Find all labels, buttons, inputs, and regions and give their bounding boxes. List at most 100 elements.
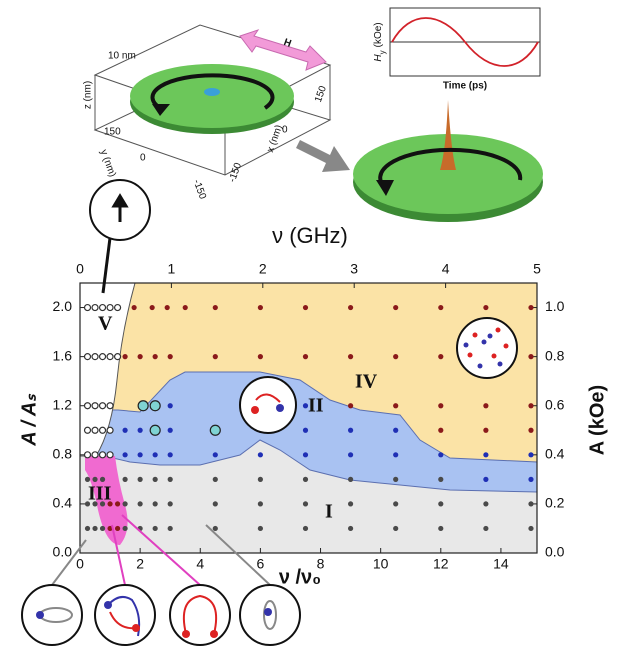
point <box>438 477 443 482</box>
point <box>85 526 90 531</box>
point <box>213 305 218 310</box>
point <box>393 305 398 310</box>
core <box>204 88 220 96</box>
point <box>348 354 353 359</box>
point <box>438 526 443 531</box>
point <box>100 452 106 458</box>
point <box>153 477 158 482</box>
inset-circle <box>95 585 155 645</box>
y-tick: -150 <box>191 178 208 201</box>
point <box>528 428 533 433</box>
point <box>150 425 160 435</box>
point <box>138 501 143 506</box>
point <box>213 501 218 506</box>
scale-label: 10 nm <box>108 51 136 62</box>
point <box>122 452 127 457</box>
process-arrow <box>296 140 350 172</box>
y-label: y (nm) <box>98 148 118 178</box>
x-tick-label: 2 <box>136 556 144 572</box>
point <box>393 501 398 506</box>
point <box>348 452 353 457</box>
point <box>138 477 143 482</box>
point <box>258 305 263 310</box>
x-tick-label: 0 <box>76 556 84 572</box>
x-tick-label: 10 <box>373 556 389 572</box>
point <box>438 501 443 506</box>
x2-tick-label: 4 <box>442 261 450 277</box>
y-axis-title: A / Aₛ <box>18 394 40 447</box>
point <box>100 403 106 409</box>
point <box>303 305 308 310</box>
x-tick: 150 <box>313 84 329 104</box>
point <box>303 526 308 531</box>
point <box>150 401 160 411</box>
point <box>85 354 91 360</box>
page: {"chart_data": {"type": "scatter", "xlab… <box>0 0 620 651</box>
point <box>92 427 98 433</box>
point <box>115 526 120 531</box>
point <box>85 427 91 433</box>
point <box>528 354 533 359</box>
y2-tick-label: 0.4 <box>545 446 565 462</box>
point <box>168 526 173 531</box>
point <box>438 305 443 310</box>
point <box>528 403 533 408</box>
point <box>483 452 488 457</box>
point <box>528 501 533 506</box>
point <box>303 452 308 457</box>
point <box>393 354 398 359</box>
y-tick-label: 0.0 <box>53 544 73 560</box>
point <box>213 452 218 457</box>
point <box>153 526 158 531</box>
x-tick: -150 <box>227 161 244 184</box>
x2-tick-label: 5 <box>533 261 541 277</box>
point <box>92 403 98 409</box>
y2-tick-label: 0.6 <box>545 396 565 412</box>
y-tick-label: 1.6 <box>53 347 73 363</box>
y-tick: 0 <box>140 153 146 164</box>
point <box>138 401 148 411</box>
x2-tick-label: 1 <box>168 261 176 277</box>
region-label: III <box>88 483 112 505</box>
point <box>122 526 127 531</box>
y2-axis-title: A (kOe) <box>586 385 608 455</box>
point <box>528 452 533 457</box>
x2-tick-label: 2 <box>259 261 267 277</box>
point <box>92 477 97 482</box>
point <box>85 305 91 311</box>
point <box>107 305 113 311</box>
point <box>258 477 263 482</box>
point <box>210 425 220 435</box>
inset-xlabel: Time (ps) <box>443 81 487 92</box>
point <box>153 501 158 506</box>
x2-tick-label: 3 <box>350 261 358 277</box>
point <box>153 452 158 457</box>
point <box>132 305 137 310</box>
point <box>168 501 173 506</box>
point <box>348 526 353 531</box>
z-label: z (nm) <box>83 81 94 109</box>
inset-ylabel-sub: y <box>378 50 387 54</box>
point <box>393 403 398 408</box>
point <box>92 526 97 531</box>
point <box>165 305 170 310</box>
point <box>115 354 121 360</box>
point <box>483 477 488 482</box>
point <box>168 452 173 457</box>
point <box>122 501 127 506</box>
point <box>85 477 90 482</box>
point <box>168 354 173 359</box>
point <box>150 305 155 310</box>
point <box>528 477 533 482</box>
point <box>122 354 127 359</box>
y2-tick-label: 0.8 <box>545 347 565 363</box>
point <box>138 428 143 433</box>
point <box>168 477 173 482</box>
orbit-dot <box>182 630 190 638</box>
point <box>303 354 308 359</box>
point <box>393 477 398 482</box>
point <box>138 354 143 359</box>
y-tick-label: 1.2 <box>53 396 73 412</box>
point <box>483 305 488 310</box>
region-label: IV <box>355 371 378 393</box>
